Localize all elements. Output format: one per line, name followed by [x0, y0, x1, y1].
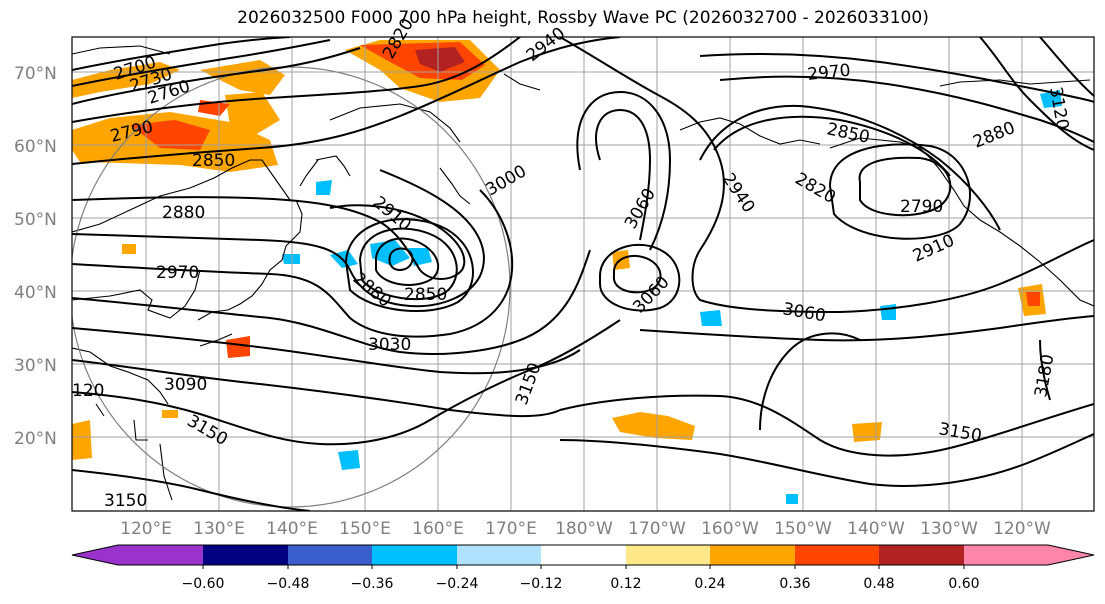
colorbar-tick-label: −0.24	[436, 576, 479, 592]
lon-label: 130°E	[193, 519, 245, 539]
lon-label: 170°E	[485, 519, 537, 539]
lon-label: 180°W	[555, 519, 613, 539]
contour-label: 2790	[900, 197, 943, 217]
lon-label: 120°W	[993, 519, 1051, 539]
contour-label: 3030	[368, 335, 411, 355]
contour-label: 120	[72, 381, 104, 401]
contour-label: 2850	[404, 285, 447, 305]
lat-label: 50°N	[14, 210, 57, 230]
contour-label: 2850	[192, 151, 235, 171]
colorbar-tick-label: −0.12	[520, 576, 563, 592]
contour-label: 3150	[512, 360, 546, 407]
contour-label: 2850	[825, 119, 871, 148]
colorbar-bin	[118, 545, 203, 565]
colorbar-tick-label: 0.24	[694, 576, 725, 592]
contour-label: 2880	[970, 118, 1018, 153]
colorbar-max-arrow	[1048, 545, 1094, 565]
colorbar-bin	[626, 545, 710, 565]
contour-label: 3150	[937, 419, 983, 446]
colorbar-bin	[288, 545, 372, 565]
map-frame	[71, 36, 1095, 512]
contour-label: 2970	[806, 61, 851, 85]
longitude-labels: 120°E 130°E 140°E 150°E 160°E 170°E 180°…	[120, 519, 1051, 539]
colorbar: −0.60 −0.48 −0.36 −0.24 −0.12 0.12 0.24 …	[71, 544, 1095, 592]
lat-label: 60°N	[14, 137, 57, 157]
contour-label: 3060	[781, 299, 827, 326]
colorbar-tick-label: 0.12	[610, 576, 641, 592]
contour-label: 2970	[156, 263, 199, 283]
colorbar-bin	[541, 545, 626, 565]
colorbar-bin	[203, 545, 288, 565]
contour-label: 3180	[1031, 353, 1058, 399]
height-contours	[72, 37, 1094, 511]
colorbar-tick-label: 0.60	[948, 576, 979, 592]
colorbar-bin	[879, 545, 964, 565]
lon-label: 150°E	[339, 519, 391, 539]
contour-label: 3000	[483, 161, 530, 200]
colorbar-bin	[710, 545, 795, 565]
lat-label: 30°N	[14, 356, 57, 376]
lon-label: 160°W	[701, 519, 759, 539]
colorbar-bin	[457, 545, 541, 565]
contour-label: 3120	[1045, 85, 1072, 131]
latitude-labels: 70°N 60°N 50°N 40°N 30°N 20°N	[14, 64, 57, 449]
contour-label: 3090	[164, 375, 207, 395]
lon-label: 150°W	[774, 519, 832, 539]
colorbar-outline	[71, 544, 1095, 566]
lat-label: 40°N	[14, 283, 57, 303]
contour-label: 2880	[349, 269, 395, 312]
lat-label: 20°N	[14, 429, 57, 449]
lon-label: 120°E	[120, 519, 172, 539]
colorbar-bin	[964, 545, 1048, 565]
lon-label: 140°E	[266, 519, 318, 539]
lon-label: 170°W	[628, 519, 686, 539]
colorbar-tick-label: 0.48	[863, 576, 894, 592]
colorbar-tick-labels: −0.60 −0.48 −0.36 −0.24 −0.12 0.12 0.24 …	[182, 576, 980, 592]
lat-label: 70°N	[14, 64, 57, 84]
colorbar-tick-label: −0.60	[182, 576, 225, 592]
coastlines	[72, 45, 1094, 501]
colorbar-tick-label: −0.36	[351, 576, 394, 592]
colorbar-min-arrow	[72, 545, 118, 565]
colorbar-bin	[795, 545, 879, 565]
contour-label: 3060	[621, 185, 660, 232]
colorbar-bin	[372, 545, 457, 565]
colorbar-tick-label: −0.48	[267, 576, 310, 592]
lon-label: 130°W	[920, 519, 978, 539]
anomaly-shading	[72, 40, 1062, 504]
contour-label: 2880	[162, 203, 205, 223]
lon-label: 140°W	[847, 519, 905, 539]
map-title: 2026032500 F000 700 hPa height, Rossby W…	[237, 8, 929, 28]
colorbar-tick-label: 0.36	[779, 576, 810, 592]
contour-label: 3150	[104, 491, 147, 511]
colorbar-ticks	[202, 565, 965, 569]
lon-label: 160°E	[412, 519, 464, 539]
contour-label: 2940	[523, 24, 569, 66]
